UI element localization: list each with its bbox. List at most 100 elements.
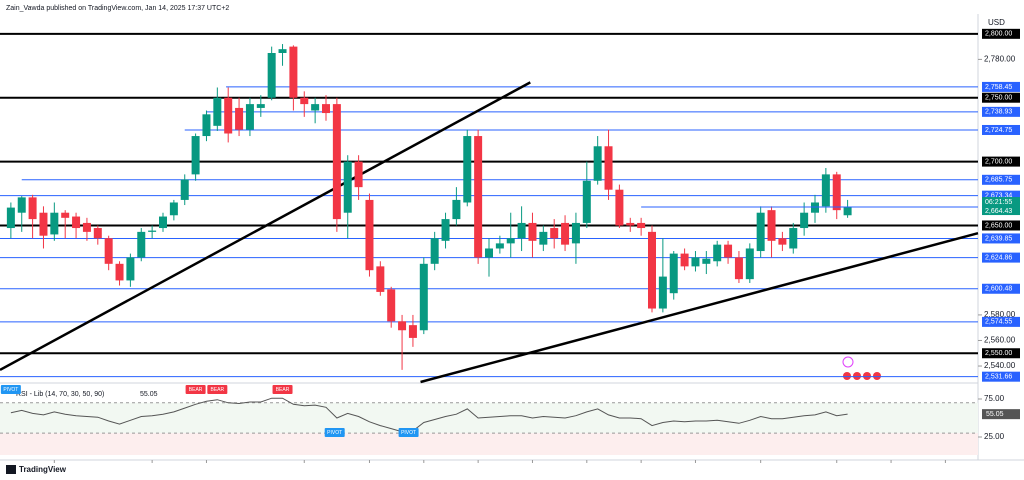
candle-body — [843, 207, 852, 216]
candle-body — [159, 216, 167, 229]
candle-body — [376, 266, 385, 292]
candle-body — [734, 257, 743, 280]
y-tick-label: 2,560.00 — [984, 336, 1016, 345]
level-label-box — [982, 190, 1020, 201]
candle-body — [104, 238, 113, 264]
candle-body — [615, 189, 624, 226]
candle-body — [213, 97, 222, 126]
level-label: 2,700.00 — [985, 158, 1012, 165]
candle-body — [691, 257, 700, 267]
trendline — [420, 231, 979, 384]
rsi-value-box — [982, 409, 1020, 420]
last-price-box — [982, 197, 1020, 216]
candle-body — [235, 107, 244, 130]
signal-label: BEAR — [189, 387, 203, 393]
level-label: 2,600.48 — [985, 286, 1012, 293]
level-label: 2,639.85 — [985, 235, 1012, 242]
rsi-title: RSI - Lib (14, 70, 30, 50, 90) — [16, 391, 104, 398]
rsi-tick-label: 75.00 — [984, 394, 1005, 403]
candle-body — [821, 174, 830, 207]
level-label: 2,550.00 — [985, 350, 1012, 357]
candle-body — [180, 179, 189, 200]
signal-label: BEAR — [276, 387, 290, 393]
candle-body — [506, 238, 515, 244]
level-label: 2,750.00 — [985, 95, 1012, 102]
signal-box — [398, 428, 419, 437]
candle-body — [800, 212, 809, 229]
candle-body — [191, 136, 200, 175]
candle-body — [561, 222, 570, 245]
signal-box — [272, 385, 293, 394]
candle-body — [245, 104, 254, 130]
event-icon — [873, 372, 881, 380]
candle-body — [300, 97, 309, 105]
rsi-tick-label: 25.00 — [984, 432, 1005, 441]
level-label-box — [982, 106, 1020, 117]
candle-body — [224, 97, 233, 134]
event-icon — [853, 372, 861, 380]
candle-body — [61, 212, 70, 218]
candle-body — [387, 289, 396, 322]
candle-body — [343, 161, 352, 213]
candle-body — [528, 222, 537, 241]
y-tick-label: 2,540.00 — [984, 361, 1016, 370]
candle-body — [115, 263, 124, 281]
candle-body — [517, 222, 526, 239]
level-label-box — [982, 348, 1020, 359]
candle-body — [408, 325, 417, 338]
signal-label: BEAR — [211, 387, 225, 393]
candle-body — [267, 52, 276, 98]
level-label-box — [982, 92, 1020, 103]
level-label-box — [982, 220, 1020, 231]
candle-body — [756, 212, 765, 252]
candle-body — [811, 202, 819, 213]
candle-body — [6, 207, 15, 229]
candle-body — [713, 244, 722, 262]
level-label: 2,758.45 — [985, 84, 1012, 91]
signal-label: PIVOT — [401, 430, 416, 436]
level-label-box — [982, 81, 1020, 92]
candle-body — [419, 263, 428, 331]
candle-body — [311, 104, 320, 111]
last-price-label: 2,664.43 — [985, 208, 1012, 215]
candle-body — [626, 222, 635, 226]
countdown: 06:21:55 — [985, 199, 1012, 206]
candle-body — [539, 231, 548, 245]
logo-icon — [6, 465, 16, 474]
level-label: 2,724.75 — [985, 127, 1012, 134]
candle-body — [137, 231, 146, 258]
level-label-box — [982, 252, 1020, 263]
signal-box — [0, 385, 21, 394]
currency: USD — [988, 18, 1005, 27]
candle-body — [550, 228, 559, 239]
candle-body — [169, 202, 178, 216]
level-label: 2,574.55 — [985, 319, 1012, 326]
candle-body — [778, 238, 787, 245]
candle-body — [17, 197, 26, 213]
candle-body — [637, 222, 646, 229]
rsi-band-fill — [0, 402, 978, 434]
level-label: 2,531.66 — [985, 374, 1012, 381]
y-tick-label: 2,780.00 — [984, 54, 1016, 63]
signal-box — [324, 428, 345, 437]
candle-body — [485, 248, 493, 258]
level-label-box — [982, 316, 1020, 327]
signal-label: PIVOT — [3, 387, 18, 393]
level-label-box — [982, 174, 1020, 185]
signal-box — [207, 385, 228, 394]
header: Zain_Vawda published on TradingView.com,… — [6, 5, 229, 12]
candle-body — [365, 199, 374, 271]
rsi-title-value: 55.05 — [140, 391, 158, 398]
candle-body — [50, 212, 59, 235]
level-label: 2,685.75 — [985, 177, 1012, 184]
candle-body — [28, 197, 37, 220]
candle-body — [202, 114, 211, 137]
candle-body — [441, 219, 450, 241]
candle-body — [582, 180, 591, 223]
candle-body — [72, 216, 81, 229]
level-label-box — [982, 283, 1020, 294]
candle-body — [789, 228, 798, 249]
candle-body — [354, 161, 363, 188]
footer: TradingView — [19, 465, 67, 474]
